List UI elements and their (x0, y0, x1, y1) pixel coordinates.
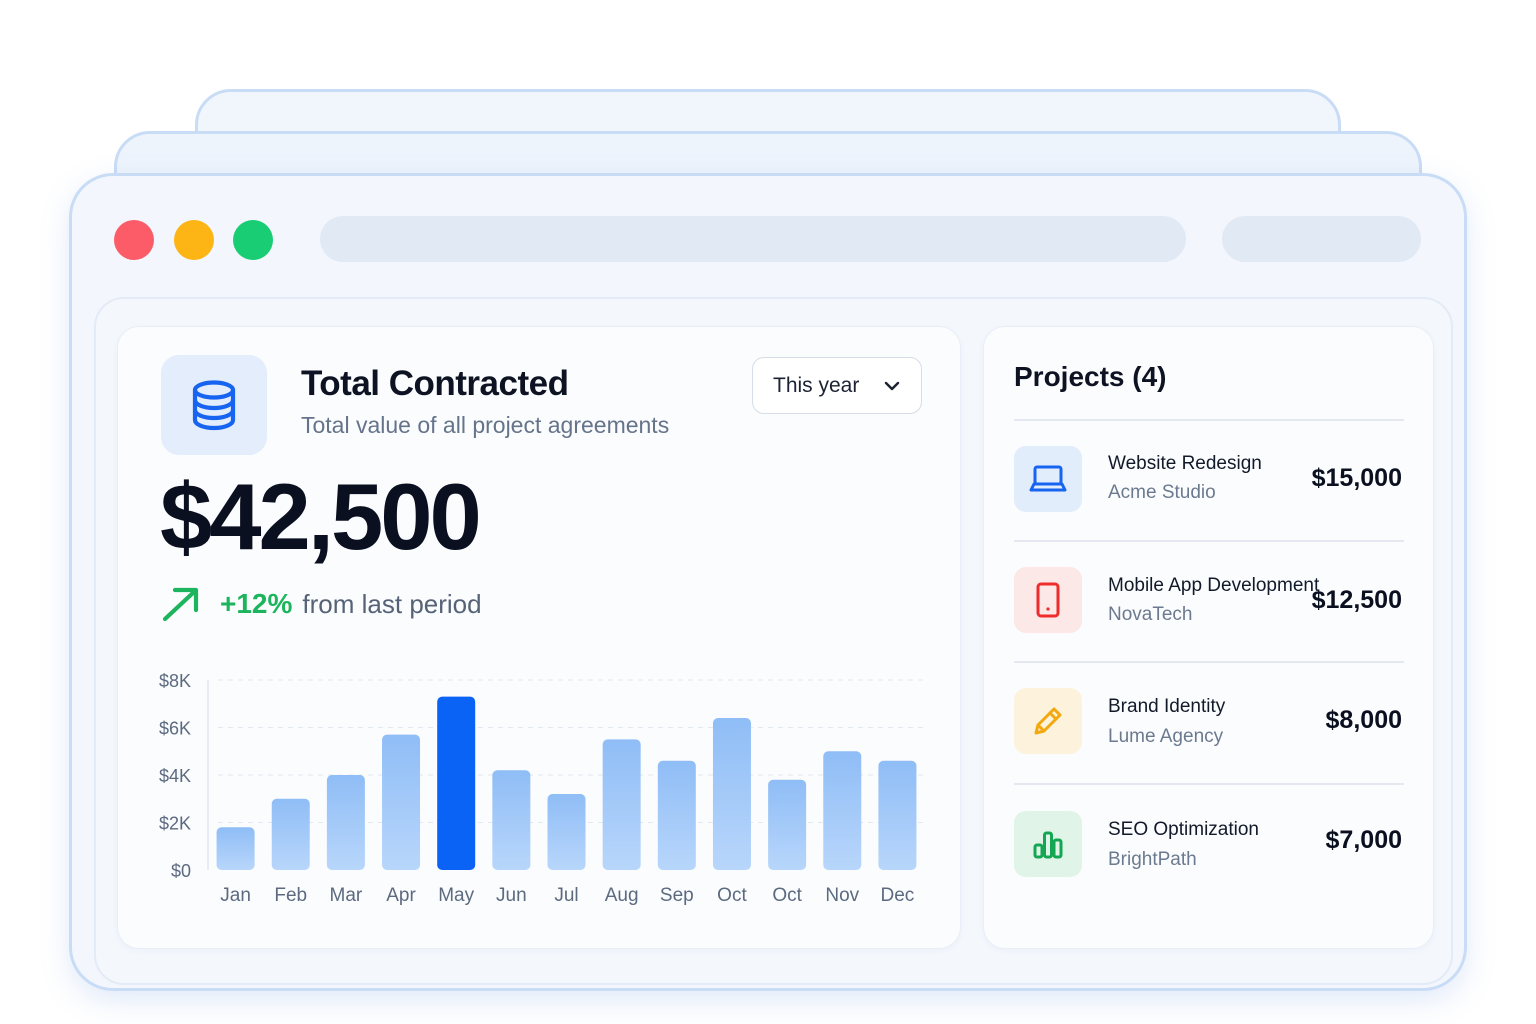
divider (1014, 419, 1404, 421)
trend-indicator: +12% from last period (160, 585, 482, 623)
close-window-button[interactable] (114, 220, 154, 260)
total-contracted-value: $42,500 (160, 464, 482, 569)
y-tick-label: $6K (159, 719, 191, 739)
bar-chart-icon (1033, 831, 1063, 859)
y-tick-label: $0 (171, 861, 191, 881)
laptop-icon (1029, 465, 1067, 492)
pencil-icon (1034, 707, 1062, 735)
bar-mar[interactable] (326, 775, 365, 870)
bar-apr[interactable] (382, 734, 421, 870)
toolbar-placeholder (1222, 216, 1421, 262)
period-dropdown-value: This year (773, 373, 860, 397)
project-icon-container (1014, 446, 1082, 512)
y-tick-label: $4K (159, 766, 191, 786)
x-tick-label: May (438, 885, 474, 906)
x-tick-label: Jul (554, 885, 578, 906)
trend-up-arrow-icon (162, 587, 199, 622)
project-name[interactable]: Website Redesign (1108, 453, 1262, 474)
project-amount: $7,000 (1325, 826, 1402, 854)
card-title: Total Contracted (301, 364, 569, 403)
bar-sep[interactable] (657, 760, 696, 870)
bar-dec[interactable] (878, 760, 917, 870)
project-icon-container (1014, 811, 1082, 877)
project-name[interactable]: Brand Identity (1108, 696, 1226, 717)
bar-oct[interactable] (768, 779, 807, 870)
project-client: Acme Studio (1108, 482, 1216, 503)
projects-title: Projects (4) (1014, 361, 1167, 392)
project-amount: $15,000 (1311, 464, 1402, 492)
project-icon-container (1014, 688, 1082, 754)
bar-oct[interactable] (712, 718, 751, 870)
monthly-bar-chart: $0 $2K $4K $6K $8K Jan Feb Mar Apr May Jun Jul Aug S… (159, 671, 925, 906)
maximize-window-button[interactable] (233, 220, 273, 260)
project-icon-container (1014, 567, 1082, 633)
x-tick-label: Mar (330, 885, 363, 906)
bar-jul[interactable] (547, 794, 586, 870)
project-client: BrightPath (1108, 849, 1197, 870)
bar-jun[interactable] (492, 770, 531, 870)
bar-may-highlighted[interactable] (437, 696, 476, 870)
project-client: NovaTech (1108, 604, 1193, 625)
x-tick-label: Sep (660, 885, 694, 906)
minimize-window-button[interactable] (174, 220, 214, 260)
x-tick-label: Oct (717, 885, 747, 906)
x-tick-label: Oct (772, 885, 802, 906)
project-name[interactable]: SEO Optimization (1108, 819, 1259, 840)
address-bar[interactable] (320, 216, 1186, 262)
x-tick-label: Jun (496, 885, 527, 906)
period-dropdown[interactable]: This year (752, 357, 922, 414)
bar-feb[interactable] (271, 798, 310, 870)
bar-nov[interactable] (823, 751, 862, 870)
x-tick-label: Nov (825, 885, 859, 906)
divider (1014, 540, 1404, 542)
trend-percent: +12% (220, 588, 293, 619)
divider (1014, 783, 1404, 785)
project-client: Lume Agency (1108, 726, 1224, 747)
y-tick-label: $2K (159, 814, 191, 834)
x-tick-label: Jan (220, 885, 251, 906)
x-tick-label: Aug (605, 885, 639, 906)
divider (1014, 661, 1404, 663)
project-name[interactable]: Mobile App Development (1108, 575, 1320, 596)
smartphone-icon (1036, 582, 1060, 618)
trend-label: from last period (302, 588, 482, 619)
x-tick-label: Dec (881, 885, 915, 906)
bar-jan[interactable] (216, 827, 255, 870)
bar-aug[interactable] (602, 739, 641, 870)
x-tick-label: Feb (274, 885, 307, 906)
y-tick-label: $8K (159, 671, 191, 691)
chevron-down-icon (884, 381, 900, 390)
project-amount: $8,000 (1325, 706, 1402, 734)
x-tick-label: Apr (386, 885, 416, 906)
project-amount: $12,500 (1311, 586, 1402, 614)
database-icon (161, 355, 267, 455)
card-subtitle: Total value of all project agreements (301, 412, 670, 438)
